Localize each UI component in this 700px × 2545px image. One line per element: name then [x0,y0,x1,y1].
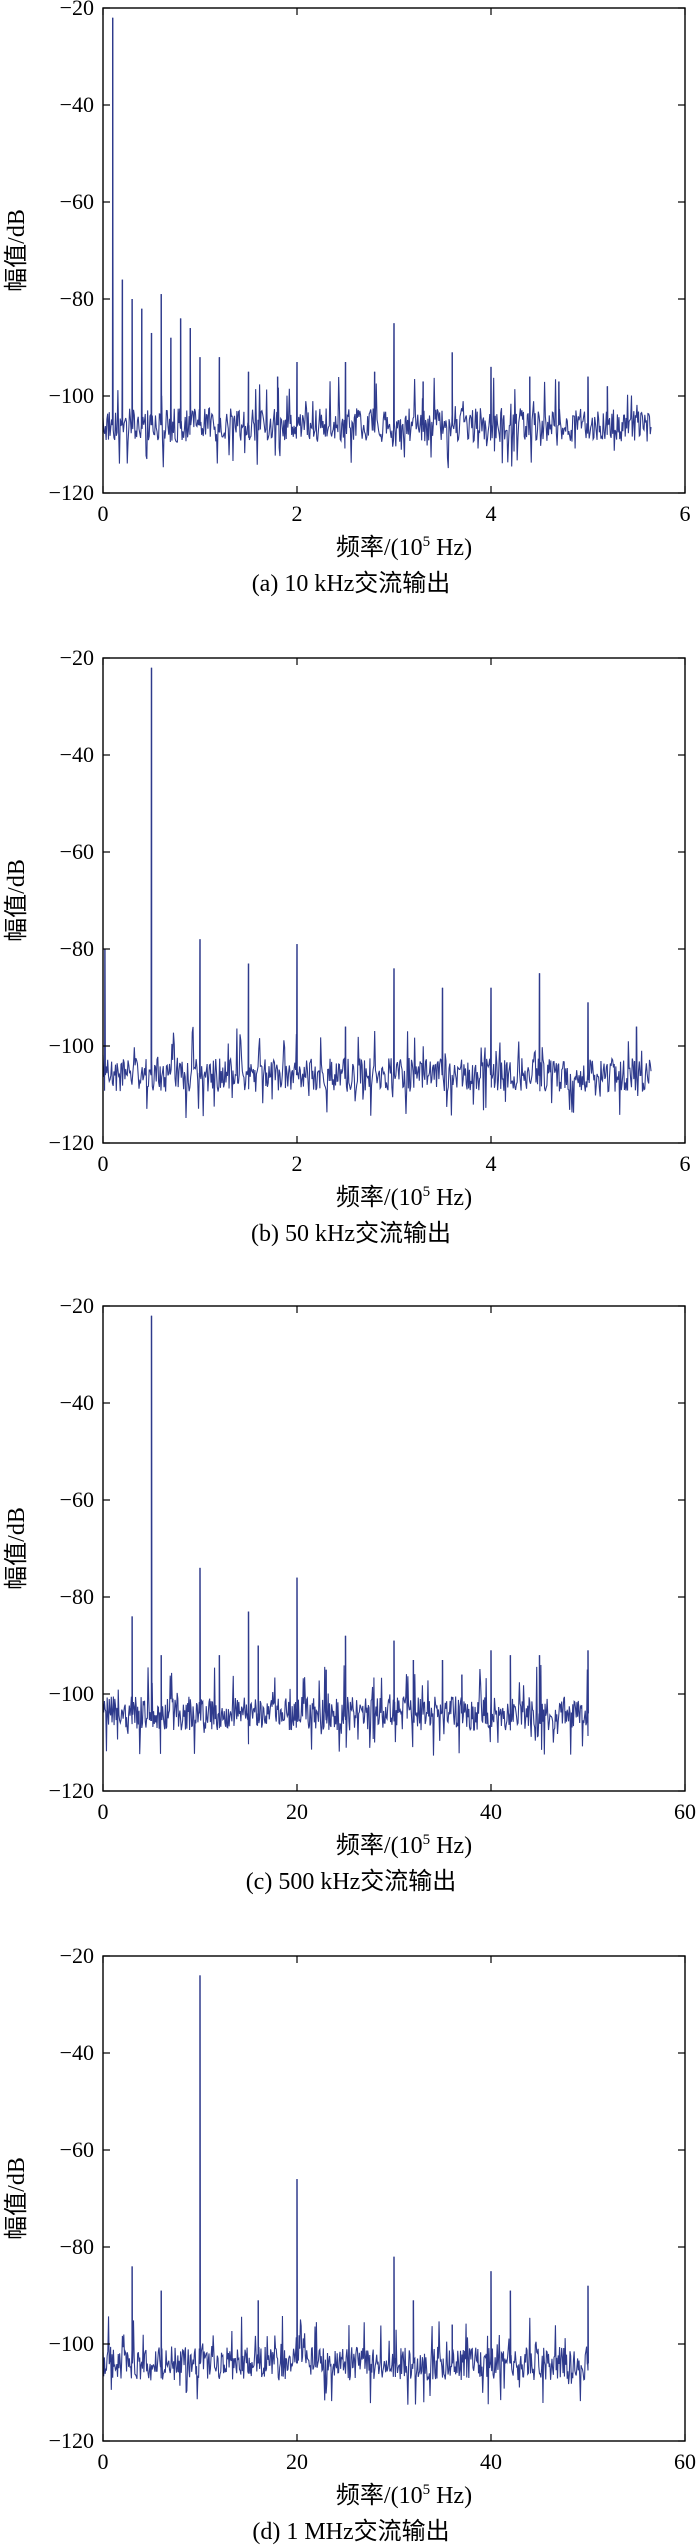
plot-frame [102,1955,686,2442]
x-tick-label: 2 [292,1151,303,1176]
y-tick-label: −60 [60,189,94,214]
x-axis-label: 频率/(105 Hz) [336,534,472,561]
x-tick-label: 2 [292,501,303,526]
y-tick-label: −120 [49,1130,94,1155]
spectrum-line [102,17,652,469]
x-tick-label: 0 [98,501,109,526]
x-axis-label-suffix: Hz) [430,1833,472,1859]
x-axis-label-prefix: 频率/(10 [336,1184,423,1211]
y-axis-label: 幅值/dB [3,859,30,942]
y-tick-label: −100 [49,2331,94,2356]
x-axis-label-prefix: 频率/(10 [336,1832,423,1859]
x-axis-label-suffix: Hz) [430,2483,472,2509]
y-tick-label: −100 [49,1033,94,1058]
figure-caption: (a) 10 kHz交流输出 [252,570,451,597]
y-tick-label: −60 [60,1487,94,1512]
x-axis-label: 频率/(105 Hz) [336,2482,472,2509]
x-axis-label: 频率/(105 Hz) [336,1832,472,1859]
y-tick-label: −120 [49,1778,94,1803]
x-tick-label: 40 [480,2449,502,2474]
figure-caption: (b) 50 kHz交流输出 [251,1220,451,1247]
y-axis-label: 幅值/dB [3,2157,30,2240]
y-tick-label: −100 [49,1681,94,1706]
x-axis-label-prefix: 频率/(10 [336,534,423,561]
x-tick-label: 6 [680,501,691,526]
y-tick-label: −20 [60,1293,94,1318]
y-tick-label: −20 [60,1943,94,1968]
plot-frame [102,657,686,1144]
y-tick-label: −80 [60,936,94,961]
y-tick-label: −80 [60,286,94,311]
y-tick-label: −80 [60,2234,94,2259]
x-tick-label: 40 [480,1799,502,1824]
x-tick-label: 0 [98,2449,109,2474]
x-tick-label: 20 [286,1799,308,1824]
x-tick-label: 6 [680,1151,691,1176]
x-tick-label: 4 [486,1151,497,1176]
x-axis-label-exponent: 5 [423,534,431,550]
x-axis-label-exponent: 5 [423,2482,431,2498]
x-tick-label: 0 [98,1799,109,1824]
y-tick-label: −40 [60,742,94,767]
x-tick-label: 60 [674,2449,696,2474]
x-axis-label-suffix: Hz) [430,1185,472,1211]
figure-caption: (d) 1 MHz交流输出 [252,2518,449,2545]
x-tick-label: 20 [286,2449,308,2474]
y-tick-label: −100 [49,383,94,408]
y-tick-label: −40 [60,92,94,117]
y-tick-label: −20 [60,0,94,20]
plot-frame [102,1305,686,1792]
x-tick-label: 0 [98,1151,109,1176]
x-tick-label: 4 [486,501,497,526]
plot-frame [102,7,686,494]
y-tick-label: −20 [60,645,94,670]
figure-caption: (c) 500 kHz交流输出 [246,1868,457,1895]
y-tick-label: −80 [60,1584,94,1609]
x-axis-label: 频率/(105 Hz) [336,1184,472,1211]
y-tick-label: −120 [49,480,94,505]
y-tick-label: −120 [49,2428,94,2453]
x-axis-label-suffix: Hz) [430,535,472,561]
x-axis-label-exponent: 5 [423,1184,431,1200]
y-axis-label: 幅值/dB [3,1507,30,1590]
y-tick-label: −40 [60,1390,94,1415]
spectrum-line [102,667,652,1119]
x-axis-label-prefix: 频率/(10 [336,2482,423,2509]
x-tick-label: 60 [674,1799,696,1824]
y-axis-label: 幅值/dB [3,209,30,292]
x-axis-label-exponent: 5 [423,1832,431,1848]
spectrum-line [102,1975,589,2405]
y-tick-label: −60 [60,2137,94,2162]
y-tick-label: −60 [60,839,94,864]
y-tick-label: −40 [60,2040,94,2065]
